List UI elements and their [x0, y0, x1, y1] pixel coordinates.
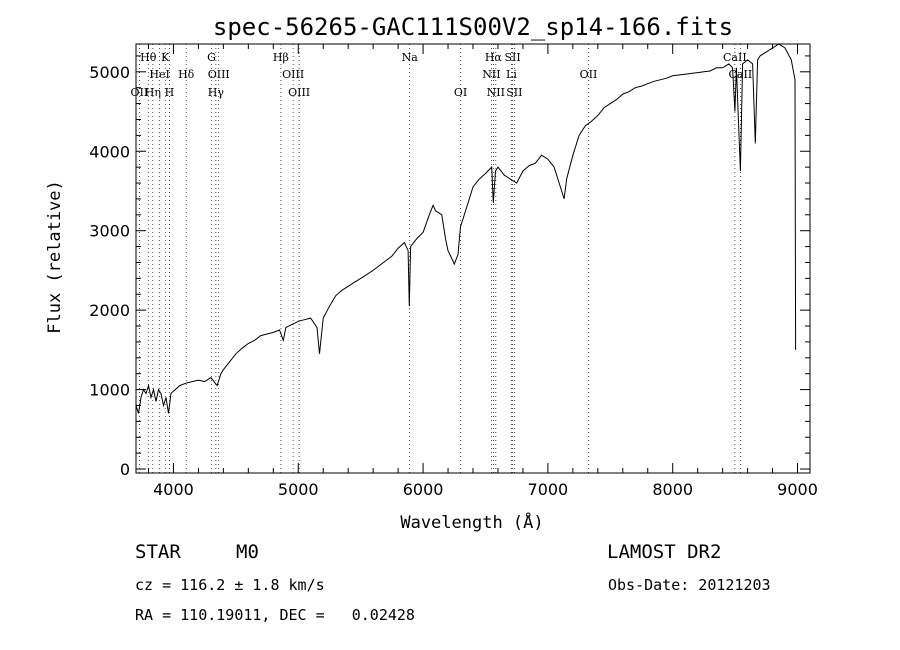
line-label-3: Hβ — [273, 51, 289, 64]
line-label-12: NII — [482, 68, 500, 81]
x-axis-label: Wavelength (Å) — [400, 511, 543, 533]
line-label-5: Hα — [485, 51, 503, 64]
coordinates-readout: RA = 110.19011, DEC = 0.02428 — [135, 606, 415, 624]
object-class: STAR — [135, 541, 181, 563]
y-tick-label-4: 4000 — [89, 142, 130, 161]
line-label-11: OIII — [282, 68, 304, 81]
line-label-22: NII — [487, 86, 505, 99]
redshift-readout: cz = 116.2 ± 1.8 km/s — [135, 576, 325, 594]
y-axis-label: Flux (relative) — [45, 180, 65, 334]
line-label-1: K — [161, 51, 170, 64]
line-label-13: Li — [506, 68, 517, 81]
line-label-10: OIII — [208, 68, 230, 81]
chart-title: spec-56265-GAC111S00V2_sp14-166.fits — [213, 13, 733, 41]
line-label-19: Hγ — [208, 86, 225, 99]
y-tick-label-0: 0 — [120, 460, 130, 479]
line-label-16: OII — [131, 86, 149, 99]
line-label-2: G — [207, 51, 216, 64]
line-label-4: Na — [402, 51, 419, 64]
line-label-8: HeI — [149, 68, 169, 81]
axes: 4000 5000 6000 7000 8000 9000 0 1000 2000 3000 400… — [89, 43, 818, 499]
y-tick-label-2: 2000 — [89, 301, 130, 320]
x-tick-label-1: 5000 — [278, 480, 319, 499]
line-label-18: H — [165, 86, 175, 99]
y-tick-label-5: 5000 — [89, 63, 130, 82]
line-label-6: SII — [504, 51, 520, 64]
x-tick-label-0: 4000 — [153, 480, 194, 499]
line-label-14: OII — [580, 68, 598, 81]
line-label-17: Hη — [145, 86, 161, 99]
object-subclass: M0 — [236, 541, 259, 563]
spectrum-line — [135, 43, 797, 414]
x-tick-label-4: 8000 — [652, 480, 693, 499]
line-label-21: OI — [454, 86, 467, 99]
observation-date: Obs-Date: 20121203 — [608, 576, 771, 594]
survey-name: LAMOST DR2 — [607, 541, 722, 563]
x-tick-label-2: 6000 — [403, 480, 444, 499]
line-label-7: CaII — [723, 51, 747, 64]
line-label-9: Hδ — [178, 68, 195, 81]
y-tick-label-1: 1000 — [89, 381, 130, 400]
line-label-0: Hθ — [140, 51, 157, 64]
plot-frame — [135, 43, 811, 474]
line-label-20: OIII — [288, 86, 310, 99]
line-label-23: SII — [506, 86, 522, 99]
x-tick-label-5: 9000 — [777, 480, 818, 499]
x-tick-label-3: 7000 — [528, 480, 569, 499]
y-tick-label-3: 3000 — [89, 222, 130, 241]
line-label-15: CaII — [729, 68, 753, 81]
